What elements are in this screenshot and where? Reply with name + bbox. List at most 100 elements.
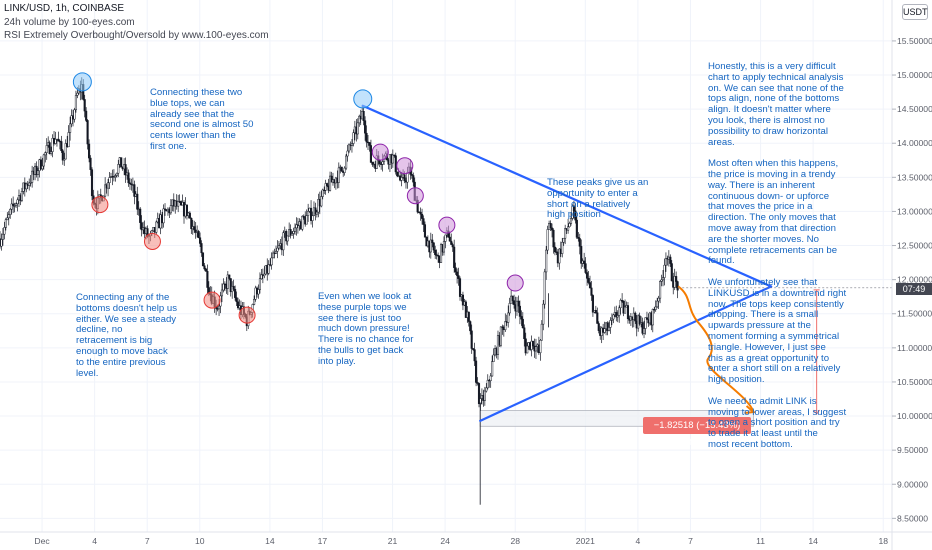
candle <box>29 175 32 187</box>
candle-body <box>6 217 9 221</box>
triangle-upper-line[interactable] <box>361 104 773 288</box>
candle-body <box>115 172 118 176</box>
candle-body <box>368 142 371 146</box>
candle-body <box>400 177 403 181</box>
candle-body <box>352 132 355 144</box>
candle-body <box>218 305 221 310</box>
candle <box>263 266 266 279</box>
candle <box>185 204 188 220</box>
candle-body <box>439 244 443 263</box>
candle <box>232 279 235 292</box>
candle <box>431 233 434 248</box>
candle <box>396 171 399 178</box>
candle <box>448 231 451 242</box>
candle <box>169 198 172 215</box>
candle <box>638 312 641 326</box>
candle-body <box>364 120 367 134</box>
candle <box>539 338 542 361</box>
candle-body <box>673 276 676 288</box>
candle-body <box>619 299 622 309</box>
candle-body <box>346 150 349 157</box>
candle <box>432 242 435 254</box>
candle <box>626 301 630 324</box>
candle <box>45 138 48 160</box>
candle-body <box>422 218 425 225</box>
candle <box>112 169 115 182</box>
indicator-volume[interactable]: 24h volume by 100-eyes.com <box>4 17 135 28</box>
candle-body <box>657 297 660 302</box>
candle-body <box>162 208 165 224</box>
x-tick-label: 2021 <box>576 536 595 546</box>
candle <box>4 217 7 231</box>
candle <box>328 171 332 192</box>
purple-top-circle <box>506 274 524 292</box>
candle <box>641 317 644 336</box>
candle-body <box>201 252 205 267</box>
candle <box>621 293 624 303</box>
trendlines[interactable] <box>361 104 773 422</box>
measure-arrowhead <box>813 409 821 415</box>
candle <box>606 321 609 336</box>
candle <box>42 153 45 170</box>
candle <box>485 383 488 393</box>
x-tick-label: 7 <box>145 536 150 546</box>
triangle-lower-line[interactable] <box>479 285 773 422</box>
candle-body <box>136 193 139 210</box>
candle-body <box>188 212 191 219</box>
candle <box>369 139 372 164</box>
candle <box>615 305 618 322</box>
note-analysis[interactable]: Honestly, this is a very difficult chart… <box>708 61 847 450</box>
candle <box>419 207 422 221</box>
x-tick-label: 4 <box>92 536 97 546</box>
candle <box>504 313 507 332</box>
candle <box>660 274 663 287</box>
candle-body <box>378 159 381 165</box>
candle-body <box>609 320 612 328</box>
candle <box>472 348 475 351</box>
candle <box>340 166 343 173</box>
y-tick-label: 15.00000 <box>897 70 932 80</box>
candle-body <box>676 281 679 291</box>
x-tick-label: 17 <box>318 536 328 546</box>
currency-button[interactable]: USDT <box>902 4 928 20</box>
y-tick-label: 12.50000 <box>897 241 932 251</box>
projection-path[interactable] <box>677 285 892 415</box>
x-tick-label: 7 <box>688 536 693 546</box>
candle-body <box>596 312 599 324</box>
candle-body <box>517 300 520 307</box>
note-peaks[interactable]: These peaks give us an opportunity to en… <box>547 177 649 221</box>
candle-body <box>20 191 23 201</box>
candle <box>190 217 193 234</box>
note-bottoms[interactable]: Connecting any of the bottoms doesn't he… <box>76 292 178 379</box>
note-blue-tops[interactable]: Connecting these two blue tops, we can a… <box>150 87 254 152</box>
candle-body <box>626 305 630 320</box>
candle-body <box>139 208 142 223</box>
candle <box>177 194 180 213</box>
candle-body <box>659 281 662 299</box>
candle <box>616 310 619 323</box>
candle <box>73 107 76 123</box>
candle-body <box>272 252 275 259</box>
candle-body <box>104 184 107 197</box>
candle <box>549 220 552 232</box>
candle <box>25 182 28 193</box>
projection-curve[interactable] <box>677 285 755 413</box>
candle <box>546 225 549 255</box>
candle <box>520 310 523 326</box>
note-purple-tops[interactable]: Even when we look at these purple tops w… <box>318 291 414 367</box>
indicator-rsi[interactable]: RSI Extremely Overbought/Oversold by www… <box>4 30 269 41</box>
candle <box>51 134 54 158</box>
candle-body <box>612 314 615 320</box>
candle <box>6 212 9 221</box>
candle <box>222 278 225 293</box>
candle-body <box>477 383 481 404</box>
candle <box>44 151 47 163</box>
candle-body <box>669 256 672 264</box>
candle-body <box>476 382 479 384</box>
candle <box>429 232 432 259</box>
candle <box>226 271 229 296</box>
candle-body <box>60 141 63 152</box>
candle <box>368 142 371 152</box>
candle-body <box>263 273 266 277</box>
